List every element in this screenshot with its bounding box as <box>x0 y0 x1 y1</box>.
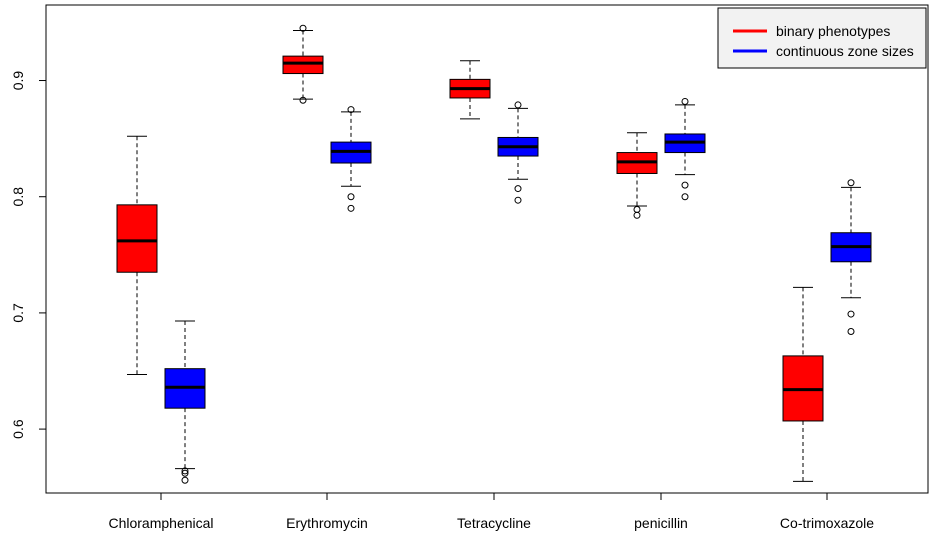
outlier-point <box>681 193 689 201</box>
box-2-series-1 <box>497 101 539 204</box>
y-tick-label: 0.9 <box>10 71 26 91</box>
outlier-point <box>181 469 189 477</box>
x-tick-label: penicillin <box>634 515 688 531</box>
outlier-point <box>847 179 855 187</box>
legend-label-continuous: continuous zone sizes <box>776 43 914 59</box>
outlier-point <box>514 101 522 109</box>
outlier-point <box>847 327 855 335</box>
x-tick-label: Tetracycline <box>457 515 531 531</box>
y-tick-label: 0.8 <box>10 187 26 207</box>
legend-box <box>717 7 927 69</box>
outlier-point <box>347 106 355 114</box>
box-iqr <box>116 204 158 273</box>
y-tick-label: 0.6 <box>10 419 26 439</box>
outlier-point <box>681 181 689 189</box>
legend-label-binary: binary phenotypes <box>776 23 890 39</box>
x-tick-label: Chloramphenical <box>108 515 213 531</box>
outlier-point <box>181 467 189 475</box>
x-tick-label: Erythromycin <box>286 515 368 531</box>
outlier-point <box>514 196 522 204</box>
box-0-series-0 <box>116 135 158 375</box>
outlier-point <box>347 193 355 201</box>
outlier-point <box>299 24 307 32</box>
box-0-series-1 <box>164 320 206 484</box>
outlier-point <box>514 185 522 193</box>
outlier-point <box>633 205 641 213</box>
box-3-series-1 <box>664 97 706 201</box>
y-axis: 0.6 0.7 0.8 0.9 <box>10 71 46 439</box>
box-iqr <box>282 55 324 75</box>
box-1-series-1 <box>330 106 372 212</box>
plot-frame <box>45 4 929 494</box>
box-groups <box>116 24 872 484</box>
outlier-point <box>347 204 355 212</box>
box-1-series-0 <box>282 24 324 104</box>
y-tick-label: 0.7 <box>10 303 26 323</box>
outlier-point <box>299 96 307 104</box>
box-3-series-0 <box>616 132 658 219</box>
box-4-series-1 <box>830 179 872 335</box>
outlier-point <box>181 476 189 484</box>
legend: binary phenotypes continuous zone sizes <box>717 7 927 69</box>
box-4-series-0 <box>782 286 824 482</box>
outlier-point <box>847 310 855 318</box>
box-2-series-0 <box>449 60 491 120</box>
outlier-point <box>633 211 641 219</box>
outlier-point <box>681 97 689 105</box>
x-tick-label: Co-trimoxazole <box>780 515 874 531</box>
x-axis: Chloramphenical Erythromycin Tetracycline p… <box>108 493 874 531</box>
